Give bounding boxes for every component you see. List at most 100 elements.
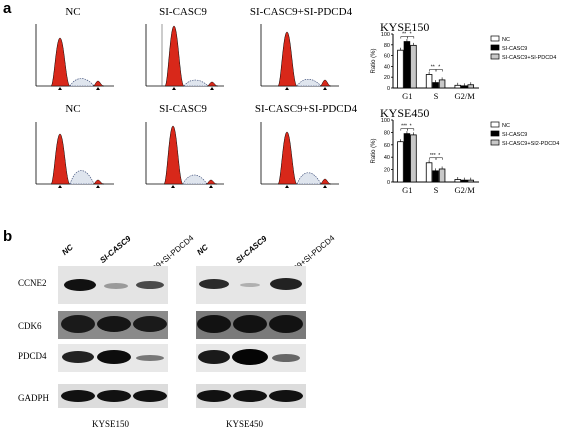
peak-marker [210,87,214,90]
g1-peak [277,31,298,87]
band-gadph-si-casc9-si-pdcd4 [269,390,303,402]
band-gadph-si-casc9 [97,390,131,402]
y-tick-label: 100 [381,32,390,38]
western-blot-kyse450 [196,266,306,408]
band-pdcd4-si-casc9 [232,349,268,365]
g1-peak [163,125,184,185]
y-tick-label: 60 [384,143,390,149]
band-cdk6-nc [61,315,95,333]
category-label: G2/M [455,91,476,101]
panel-label-a: a [3,0,12,17]
flow-title-r1-c2: SI-CASC9 [159,6,207,18]
y-tick-label: 80 [384,43,390,49]
significance-bracket [435,69,443,72]
significance-bracket [407,36,415,39]
legend-label: SI-CASC9 [502,132,527,138]
bar [454,179,462,183]
band-pdcd4-si-casc9 [97,350,131,364]
bar [403,41,411,89]
chart-title-kyse450: KYSE450 [380,106,430,120]
s-phase-region [296,78,322,87]
y-tick-label: 100 [381,118,390,124]
bar [454,84,462,89]
bar [410,44,417,89]
flow-histogram-r2-c1 [35,122,114,188]
flow-histogram-r1-c2 [145,24,224,90]
protein-label-gadph: GADPH [18,393,50,403]
legend-swatch [490,130,500,137]
category-label: G2/M [455,185,476,195]
bar [425,74,433,89]
legend-swatch [490,44,500,51]
y-tick-label: 40 [384,64,390,70]
band-ccne2-nc [64,279,96,291]
legend-swatch [490,139,500,146]
bar [397,49,404,89]
band-cdk6-nc [197,315,231,333]
panel-label-b: b [3,228,13,245]
bar [410,134,417,183]
flow-title-r2-c2: SI-CASC9 [159,103,207,115]
band-ccne2-si-casc9 [240,283,260,287]
y-tick-label: 0 [387,180,390,186]
band-gadph-si-casc9 [233,390,267,402]
y-tick-label: 40 [384,155,390,161]
bar [432,82,439,89]
legend-swatch [490,53,500,60]
significance-bracket [407,128,415,131]
g2-peak [92,80,105,87]
band-pdcd4-nc [198,350,230,364]
peak-marker [323,185,327,188]
legend-label: SI-CASC9+SI-PDCD4 [502,55,556,61]
peak-marker [58,87,62,90]
g1-peak [164,25,185,87]
significance-label: * [410,32,412,38]
significance-bracket [435,157,443,160]
flow-histogram-r1-c1 [35,24,114,90]
legend-label: NC [502,37,510,43]
significance-label: * [410,124,412,130]
bar [403,133,411,183]
bar [438,168,446,183]
g1-peak [50,133,71,185]
significance-label: * [438,65,440,71]
y-tick-label: 0 [387,86,390,92]
legend-label: SI-CASC9+SI2-PDCD4 [502,141,559,147]
category-label: G1 [402,185,412,195]
flow-histogram-r1-c3 [260,24,339,90]
band-ccne2-nc [199,279,229,289]
band-ccne2-si-casc9-si-pdcd4 [136,281,164,289]
bar [425,162,433,183]
s-phase-region [69,170,95,185]
band-pdcd4-nc [62,351,94,363]
cell-line-label-kyse450: KYSE450 [226,419,264,429]
g2-peak [319,79,332,87]
protein-label-ccne2: CCNE2 [18,278,47,288]
y-tick-label: 20 [384,168,390,174]
band-ccne2-si-casc9-si-pdcd4 [270,278,302,290]
peak-marker [58,185,62,188]
s-phase-region [69,78,95,87]
y-tick-label: 20 [384,75,390,81]
bar [438,79,446,89]
cell-line-label-kyse150: KYSE150 [92,419,130,429]
y-axis-title: Ratio (%) [371,138,377,163]
flow-title-r2-c3: SI-CASC9+SI-PDCD4 [254,103,358,115]
flow-title-r1-c1: NC [65,6,81,18]
flow-histogram-r2-c2 [145,122,224,188]
s-phase-region [183,79,209,87]
significance-label: * [438,153,440,159]
band-cdk6-si-casc9 [233,315,267,333]
flow-title-r1-c3: SI-CASC9+SI-PDCD4 [249,6,353,18]
peak-marker [323,87,327,90]
band-cdk6-si-casc9-si-pdcd4 [269,315,303,333]
bar [461,85,468,89]
lane-label-450-si-casc9: SI-CASC9 [234,234,269,265]
g1-peak [277,131,298,185]
bar [432,170,439,183]
y-tick-label: 80 [384,130,390,136]
bar [397,141,404,183]
y-tick-label: 60 [384,54,390,60]
